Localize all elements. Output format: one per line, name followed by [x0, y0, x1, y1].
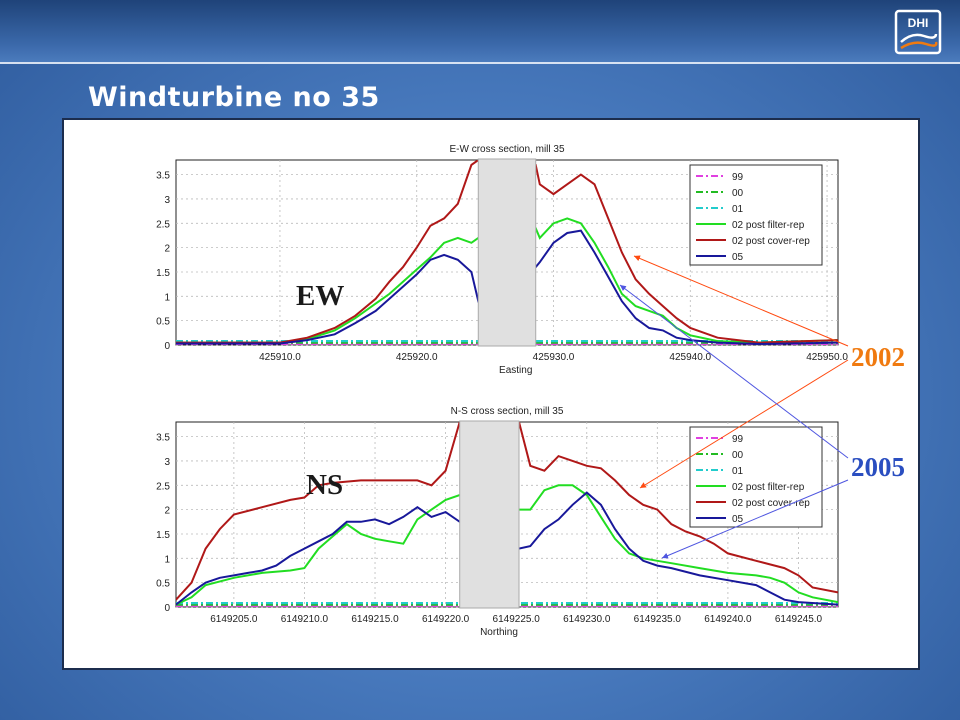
x-axis-label: Easting: [499, 365, 532, 376]
legend-label: 00: [732, 450, 744, 461]
y-tick-label: 2.5: [156, 219, 170, 230]
series-line-05: [176, 229, 838, 345]
legend-box: [689, 426, 823, 528]
y-tick-label: 0.5: [156, 317, 170, 328]
no-data-band: [459, 420, 520, 609]
header-divider: [0, 62, 960, 64]
y-tick-label: 1: [164, 292, 170, 303]
series-line-02-post-filter-rep: [176, 484, 838, 606]
x-tick-label: 425910.0: [259, 352, 301, 363]
chart-title: N-S cross section, mill 35: [451, 406, 564, 417]
legend-label: 02 post filter-rep: [732, 482, 805, 493]
legend-label: 05: [732, 252, 744, 263]
legend-label: 02 post cover-rep: [732, 236, 810, 247]
x-tick-label: 425950.0: [806, 352, 848, 363]
y-tick-label: 1.5: [156, 268, 170, 279]
arrow-2002-ew: [633, 255, 849, 347]
series-line-05: [176, 491, 838, 606]
x-tick-label: 6149245.0: [775, 614, 823, 625]
legend-label: 02 post cover-rep: [732, 498, 810, 509]
legend-label: 02 post filter-rep: [732, 220, 805, 231]
chart-ns: 0 0.5 1 1.5 2 2.5 3 3.5 6149205.0 6149210.0 614921…: [156, 406, 839, 638]
x-axis-label: Northing: [480, 627, 518, 638]
legend-label: 99: [732, 172, 744, 183]
x-tick-label: 425920.0: [396, 352, 438, 363]
callout-ew: EW: [296, 280, 344, 312]
x-tick-label: 425940.0: [669, 352, 711, 363]
arrow-2005-ew: [619, 284, 849, 459]
x-tick-label: 6149220.0: [422, 614, 470, 625]
x-tick-label: 6149215.0: [351, 614, 399, 625]
y-tick-label: 0: [164, 341, 170, 352]
x-tick-label: 6149210.0: [281, 614, 329, 625]
y-tick-label: 3: [164, 457, 170, 468]
x-tick-label: 6149230.0: [563, 614, 611, 625]
x-tick-label: 6149235.0: [634, 614, 682, 625]
legend-label: 01: [732, 466, 744, 477]
slide-title: Windturbine no 35: [88, 82, 380, 113]
x-tick-label: 6149205.0: [210, 614, 258, 625]
y-tick-label: 1.5: [156, 530, 170, 541]
y-tick-label: 2: [164, 506, 170, 517]
legend-box: [689, 164, 823, 266]
chart-ew: 0 0.5 1 1.5 2 2.5 3 3.5 425910.0 425920.0 425930.0…: [156, 144, 848, 376]
y-tick-label: 0.5: [156, 579, 170, 590]
y-tick-label: 1: [164, 554, 170, 565]
callout-2002: 2002: [851, 342, 905, 372]
y-tick-label: 3.5: [156, 433, 170, 444]
header-band: [0, 0, 960, 62]
callout-ns: NS: [306, 469, 343, 501]
series-line-02-post-cover-rep: [176, 160, 838, 344]
y-tick-label: 0: [164, 603, 170, 614]
y-tick-label: 2: [164, 244, 170, 255]
legend-label: 01: [732, 204, 744, 215]
x-tick-label: 425930.0: [533, 352, 575, 363]
arrow-2005-ns: [661, 479, 849, 559]
legend: 99 00 01 02 post filter-rep 02 post cover-re…: [689, 426, 823, 528]
legend-label: 00: [732, 188, 744, 199]
dhi-logo: DHI: [894, 9, 942, 55]
arrow-2002-ns: [639, 359, 849, 489]
legend-label: 99: [732, 434, 744, 445]
x-tick-label: 6149225.0: [493, 614, 541, 625]
series-line-02-post-cover-rep: [176, 422, 838, 601]
legend: 99 00 01 02 post filter-rep 02 post cover-re…: [689, 164, 823, 266]
y-tick-label: 3.5: [156, 171, 170, 182]
callout-2005: 2005: [851, 452, 905, 482]
legend-label: 05: [732, 514, 744, 525]
logo-text: DHI: [908, 16, 929, 30]
y-tick-label: 3: [164, 195, 170, 206]
y-tick-label: 2.5: [156, 481, 170, 492]
no-data-band: [477, 158, 537, 347]
chart-title: E-W cross section, mill 35: [449, 144, 564, 155]
series-line-02-post-filter-rep: [176, 217, 838, 344]
x-tick-label: 6149240.0: [704, 614, 752, 625]
